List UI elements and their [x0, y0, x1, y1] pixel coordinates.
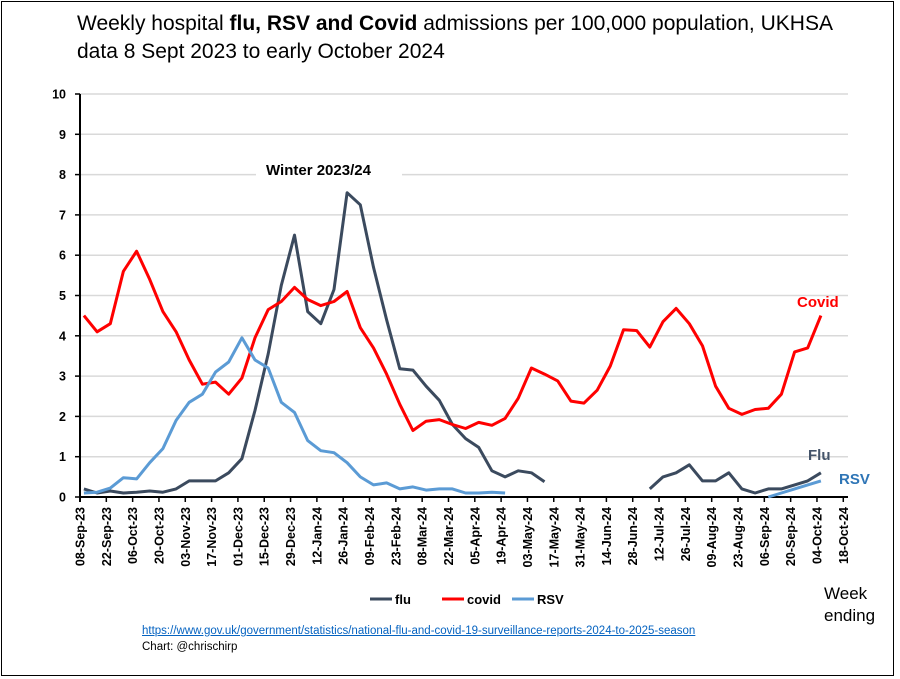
- x-axis-ticks: 08-Sep-23 22-Sep-23 06-Oct-23 20-Oct-23 03-N…: [74, 496, 851, 567]
- x-tick-label: 17-May-24: [547, 507, 561, 567]
- x-tick-label: 09-Feb-24: [363, 507, 377, 565]
- annotation-rsv: RSV: [839, 471, 870, 488]
- x-tick-label: 20-Sep-24: [784, 507, 798, 566]
- x-tick-label: 04-Oct-24: [810, 507, 824, 564]
- title-prefix: Weekly hospital: [77, 12, 230, 35]
- x-tick-label: 26-Jan-24: [337, 507, 351, 565]
- x-tick-label: 28-Jun-24: [626, 507, 640, 565]
- x-tick-label: 12-Jan-24: [310, 507, 324, 565]
- y-tick-label: 7: [59, 208, 66, 222]
- x-tick-label: 22-Mar-24: [442, 507, 456, 565]
- x-tick-label: 15-Dec-23: [258, 507, 272, 566]
- series-line-rsv: [83, 336, 506, 495]
- annotation-flu: Flu: [808, 447, 831, 464]
- y-tick-label: 6: [59, 249, 66, 263]
- x-tick-label: 31-May-24: [574, 507, 588, 567]
- annotation-winter: Winter 2023/24: [266, 162, 372, 179]
- y-tick-label: 3: [59, 370, 66, 384]
- x-tick-label: 01-Dec-23: [231, 507, 245, 566]
- x-tick-label: 18-Oct-24: [837, 507, 851, 564]
- title-suffix: admissions per 100,000 population, UKHSA…: [77, 12, 832, 63]
- x-tick-label: 19-Apr-24: [495, 507, 509, 565]
- annotation-bg: [256, 158, 402, 182]
- legend-label-covid: covid: [467, 592, 501, 607]
- x-tick-label: 20-Oct-23: [152, 507, 166, 564]
- x-tick-label: 29-Dec-23: [284, 507, 298, 566]
- x-tick-label: 08-Mar-24: [416, 507, 430, 565]
- x-tick-label: 08-Sep-23: [74, 507, 88, 566]
- chart-title: Weekly hospital flu, RSV and Covid admis…: [77, 10, 877, 66]
- chart-credit: Chart: @chrischirp: [142, 641, 238, 653]
- x-tick-label: 14-Jun-24: [600, 507, 614, 565]
- x-tick-label: 06-Sep-24: [758, 507, 772, 566]
- x-tick-label: 17-Nov-23: [205, 507, 219, 567]
- series-line-covid: [82, 249, 823, 432]
- legend-label-flu: flu: [395, 592, 411, 607]
- x-tick-label: 26-Jul-24: [679, 507, 693, 561]
- x-tick-label: 05-Apr-24: [468, 507, 482, 565]
- x-tick-label: 09-Aug-24: [705, 507, 719, 567]
- x-tick-label: 03-Nov-23: [179, 507, 193, 567]
- y-tick-label: 8: [59, 168, 66, 182]
- y-tick-label: 1: [59, 450, 66, 464]
- y-tick-label: 9: [59, 128, 66, 142]
- x-axis-title: Week ending: [824, 584, 876, 625]
- annotation-covid: Covid: [797, 294, 839, 311]
- y-tick-label: 5: [59, 289, 66, 303]
- source-link[interactable]: https://www.gov.uk/government/statistics…: [142, 625, 696, 637]
- x-tick-label: 12-Jul-24: [653, 507, 667, 561]
- y-tick-label: 0: [59, 491, 66, 505]
- legend: flu covid RSV: [370, 592, 564, 607]
- series-line-flu: [648, 463, 822, 495]
- x-tick-label: 23-Aug-24: [732, 507, 746, 567]
- y-tick-label: 2: [59, 410, 66, 424]
- x-tick-label: 22-Sep-23: [100, 507, 114, 566]
- series-line-rsv: [767, 479, 822, 499]
- series-lines: [82, 191, 823, 499]
- title-bold: flu, RSV and Covid: [229, 12, 418, 35]
- x-tick-label: 23-Feb-24: [389, 507, 403, 565]
- gridlines: [80, 93, 848, 458]
- y-axis-ticks: 0 1 2 3 4 5 6 7 8 9 10: [52, 88, 81, 505]
- x-tick-label: 06-Oct-23: [126, 507, 140, 564]
- y-tick-label: 4: [59, 329, 66, 343]
- x-tick-label: 03-May-24: [521, 507, 535, 567]
- legend-label-rsv: RSV: [537, 592, 564, 607]
- y-tick-label: 10: [52, 88, 66, 102]
- series-line-flu: [83, 191, 546, 495]
